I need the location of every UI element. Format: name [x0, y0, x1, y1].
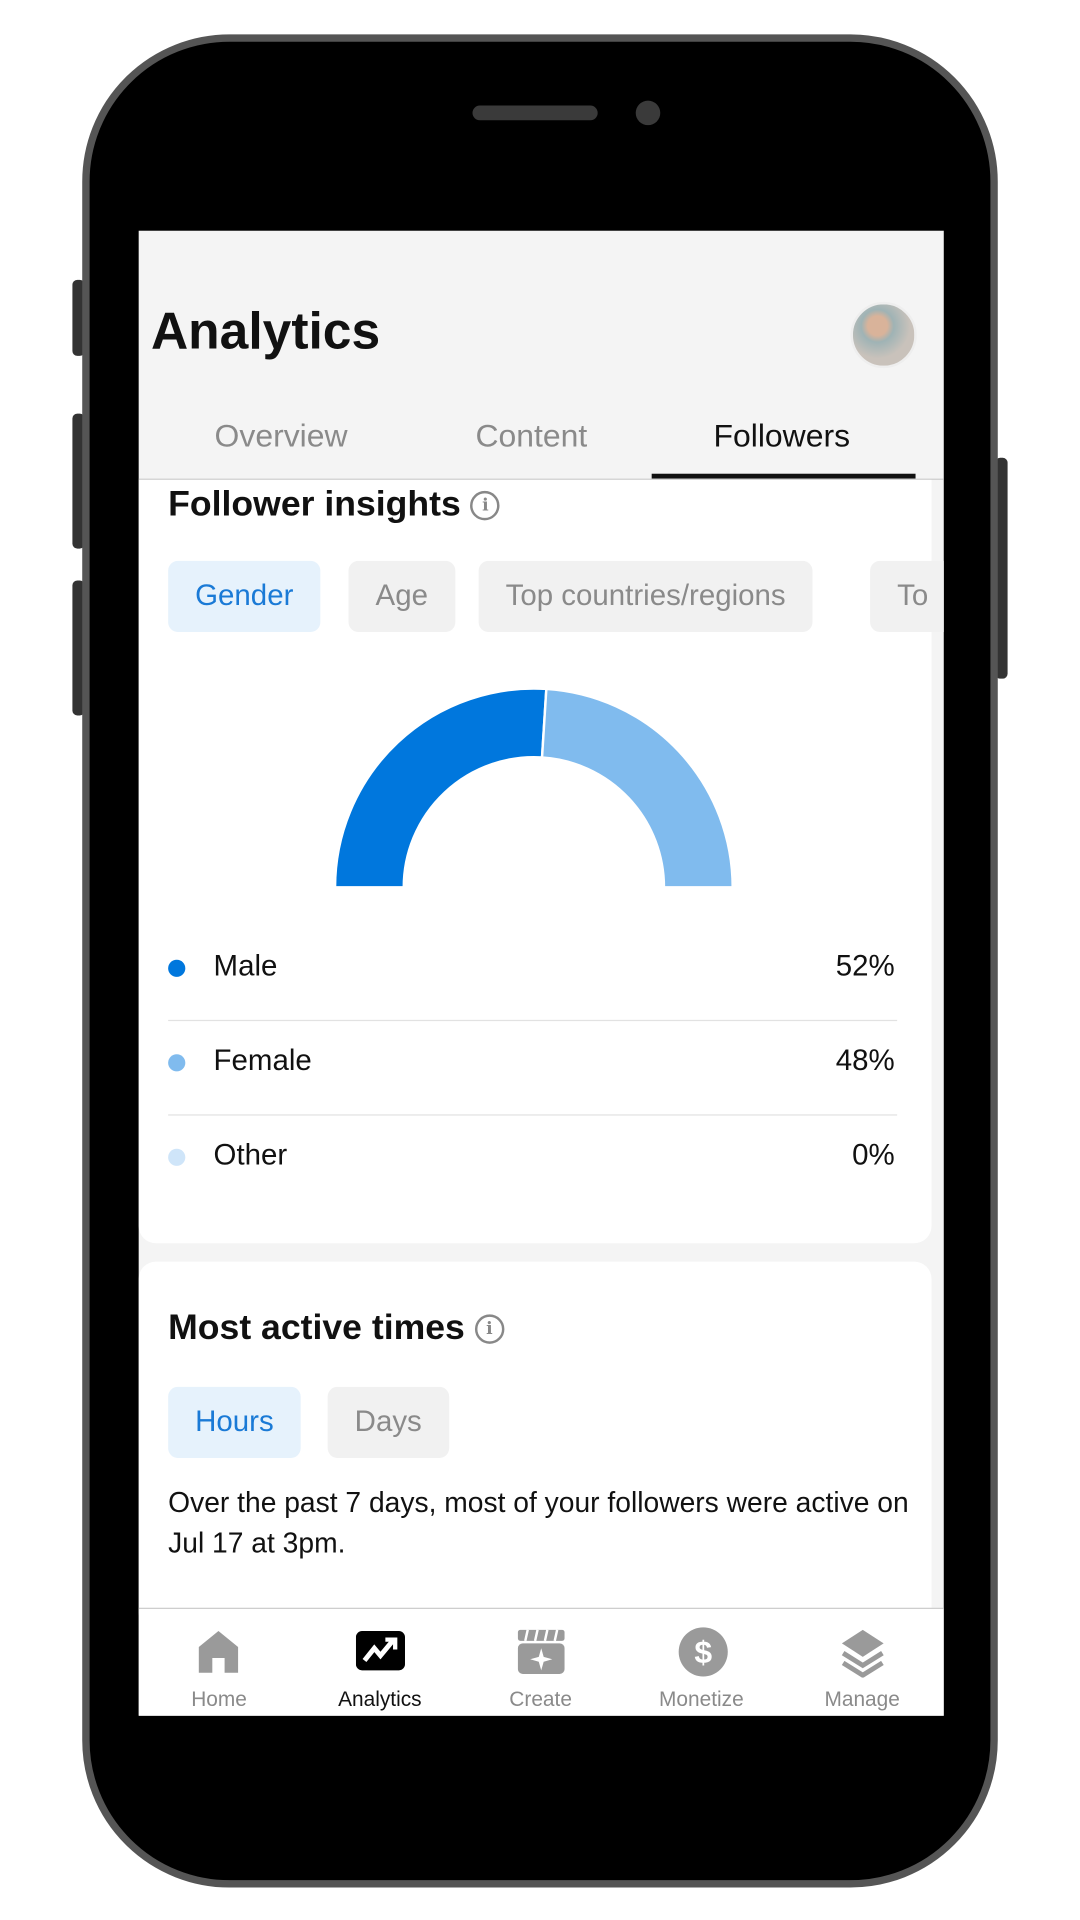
power-button: [995, 457, 1008, 679]
nav-label: Monetize: [659, 1687, 744, 1711]
section-title: Most active times i: [168, 1308, 505, 1349]
most-active-times-card: Most active times i Hours Days Over the p…: [138, 1261, 932, 1630]
nav-label: Analytics: [338, 1687, 422, 1711]
dollar-icon: $: [678, 1627, 728, 1677]
most-active-summary: Over the past 7 days, most of your follo…: [168, 1486, 909, 1559]
chip-days[interactable]: Days: [327, 1386, 449, 1458]
chip-top-countries[interactable]: Top countries/regions: [478, 560, 813, 633]
follower-insights-title: Follower insights: [168, 484, 461, 525]
analytics-icon: [355, 1631, 405, 1671]
most-active-title: Most active times: [168, 1308, 465, 1348]
legend-dot-male: [168, 959, 186, 977]
tab-overview[interactable]: Overview: [214, 417, 348, 455]
chip-hours[interactable]: Hours: [168, 1386, 301, 1458]
divider: [138, 478, 944, 480]
front-camera: [635, 100, 661, 126]
tab-content[interactable]: Content: [475, 417, 588, 455]
donut-slice-male: [333, 687, 548, 889]
nav-home[interactable]: Home: [139, 1609, 300, 1716]
legend-row-female: Female 48%: [168, 1020, 898, 1116]
mute-switch: [72, 279, 85, 356]
tab-followers[interactable]: Followers: [713, 417, 851, 455]
follower-insights-card: Follower insights i Gender Age Top countr…: [138, 479, 944, 1244]
chip-age[interactable]: Age: [348, 560, 455, 633]
nav-create[interactable]: Create: [460, 1609, 621, 1716]
speaker: [472, 105, 598, 121]
legend-dot-other: [168, 1148, 186, 1166]
page-title: Analytics: [150, 301, 381, 360]
layers-icon: [841, 1629, 884, 1678]
legend-label: Other: [213, 1138, 288, 1173]
legend-value: 48%: [835, 1044, 895, 1078]
legend-value: 52%: [835, 949, 895, 984]
screen: Analytics Overview Content Followers Fol…: [138, 230, 944, 1716]
legend-label: Female: [213, 1044, 312, 1078]
chip-gender[interactable]: Gender: [168, 560, 321, 633]
nav-label: Create: [509, 1687, 572, 1711]
nav-label: Manage: [824, 1687, 900, 1711]
volume-up-button: [72, 413, 85, 549]
legend-row-other: Other 0%: [168, 1114, 897, 1208]
home-icon: [198, 1631, 239, 1673]
info-icon[interactable]: i: [470, 491, 501, 521]
gender-donut-chart: [333, 687, 734, 889]
legend-label: Male: [213, 949, 278, 984]
nav-label: Home: [191, 1687, 247, 1711]
nav-manage[interactable]: Manage: [782, 1609, 943, 1716]
nav-analytics[interactable]: Analytics: [299, 1609, 460, 1716]
donut-slice-female: [540, 687, 734, 889]
bottom-nav: Home Analytics Create $ Monetize Manage: [138, 1607, 944, 1716]
section-title: Follower insights i: [168, 484, 501, 525]
info-icon[interactable]: i: [474, 1314, 505, 1345]
create-icon: [517, 1629, 565, 1674]
active-tab-indicator: [651, 473, 916, 479]
legend-dot-female: [168, 1054, 186, 1072]
nav-monetize[interactable]: $ Monetize: [621, 1609, 782, 1716]
legend-value: 0%: [852, 1138, 895, 1173]
svg-text:$: $: [694, 1634, 712, 1670]
volume-down-button: [72, 580, 85, 716]
chip-top-more[interactable]: To: [870, 560, 944, 633]
legend-row-male: Male 52%: [168, 925, 898, 1022]
avatar[interactable]: [850, 301, 917, 369]
